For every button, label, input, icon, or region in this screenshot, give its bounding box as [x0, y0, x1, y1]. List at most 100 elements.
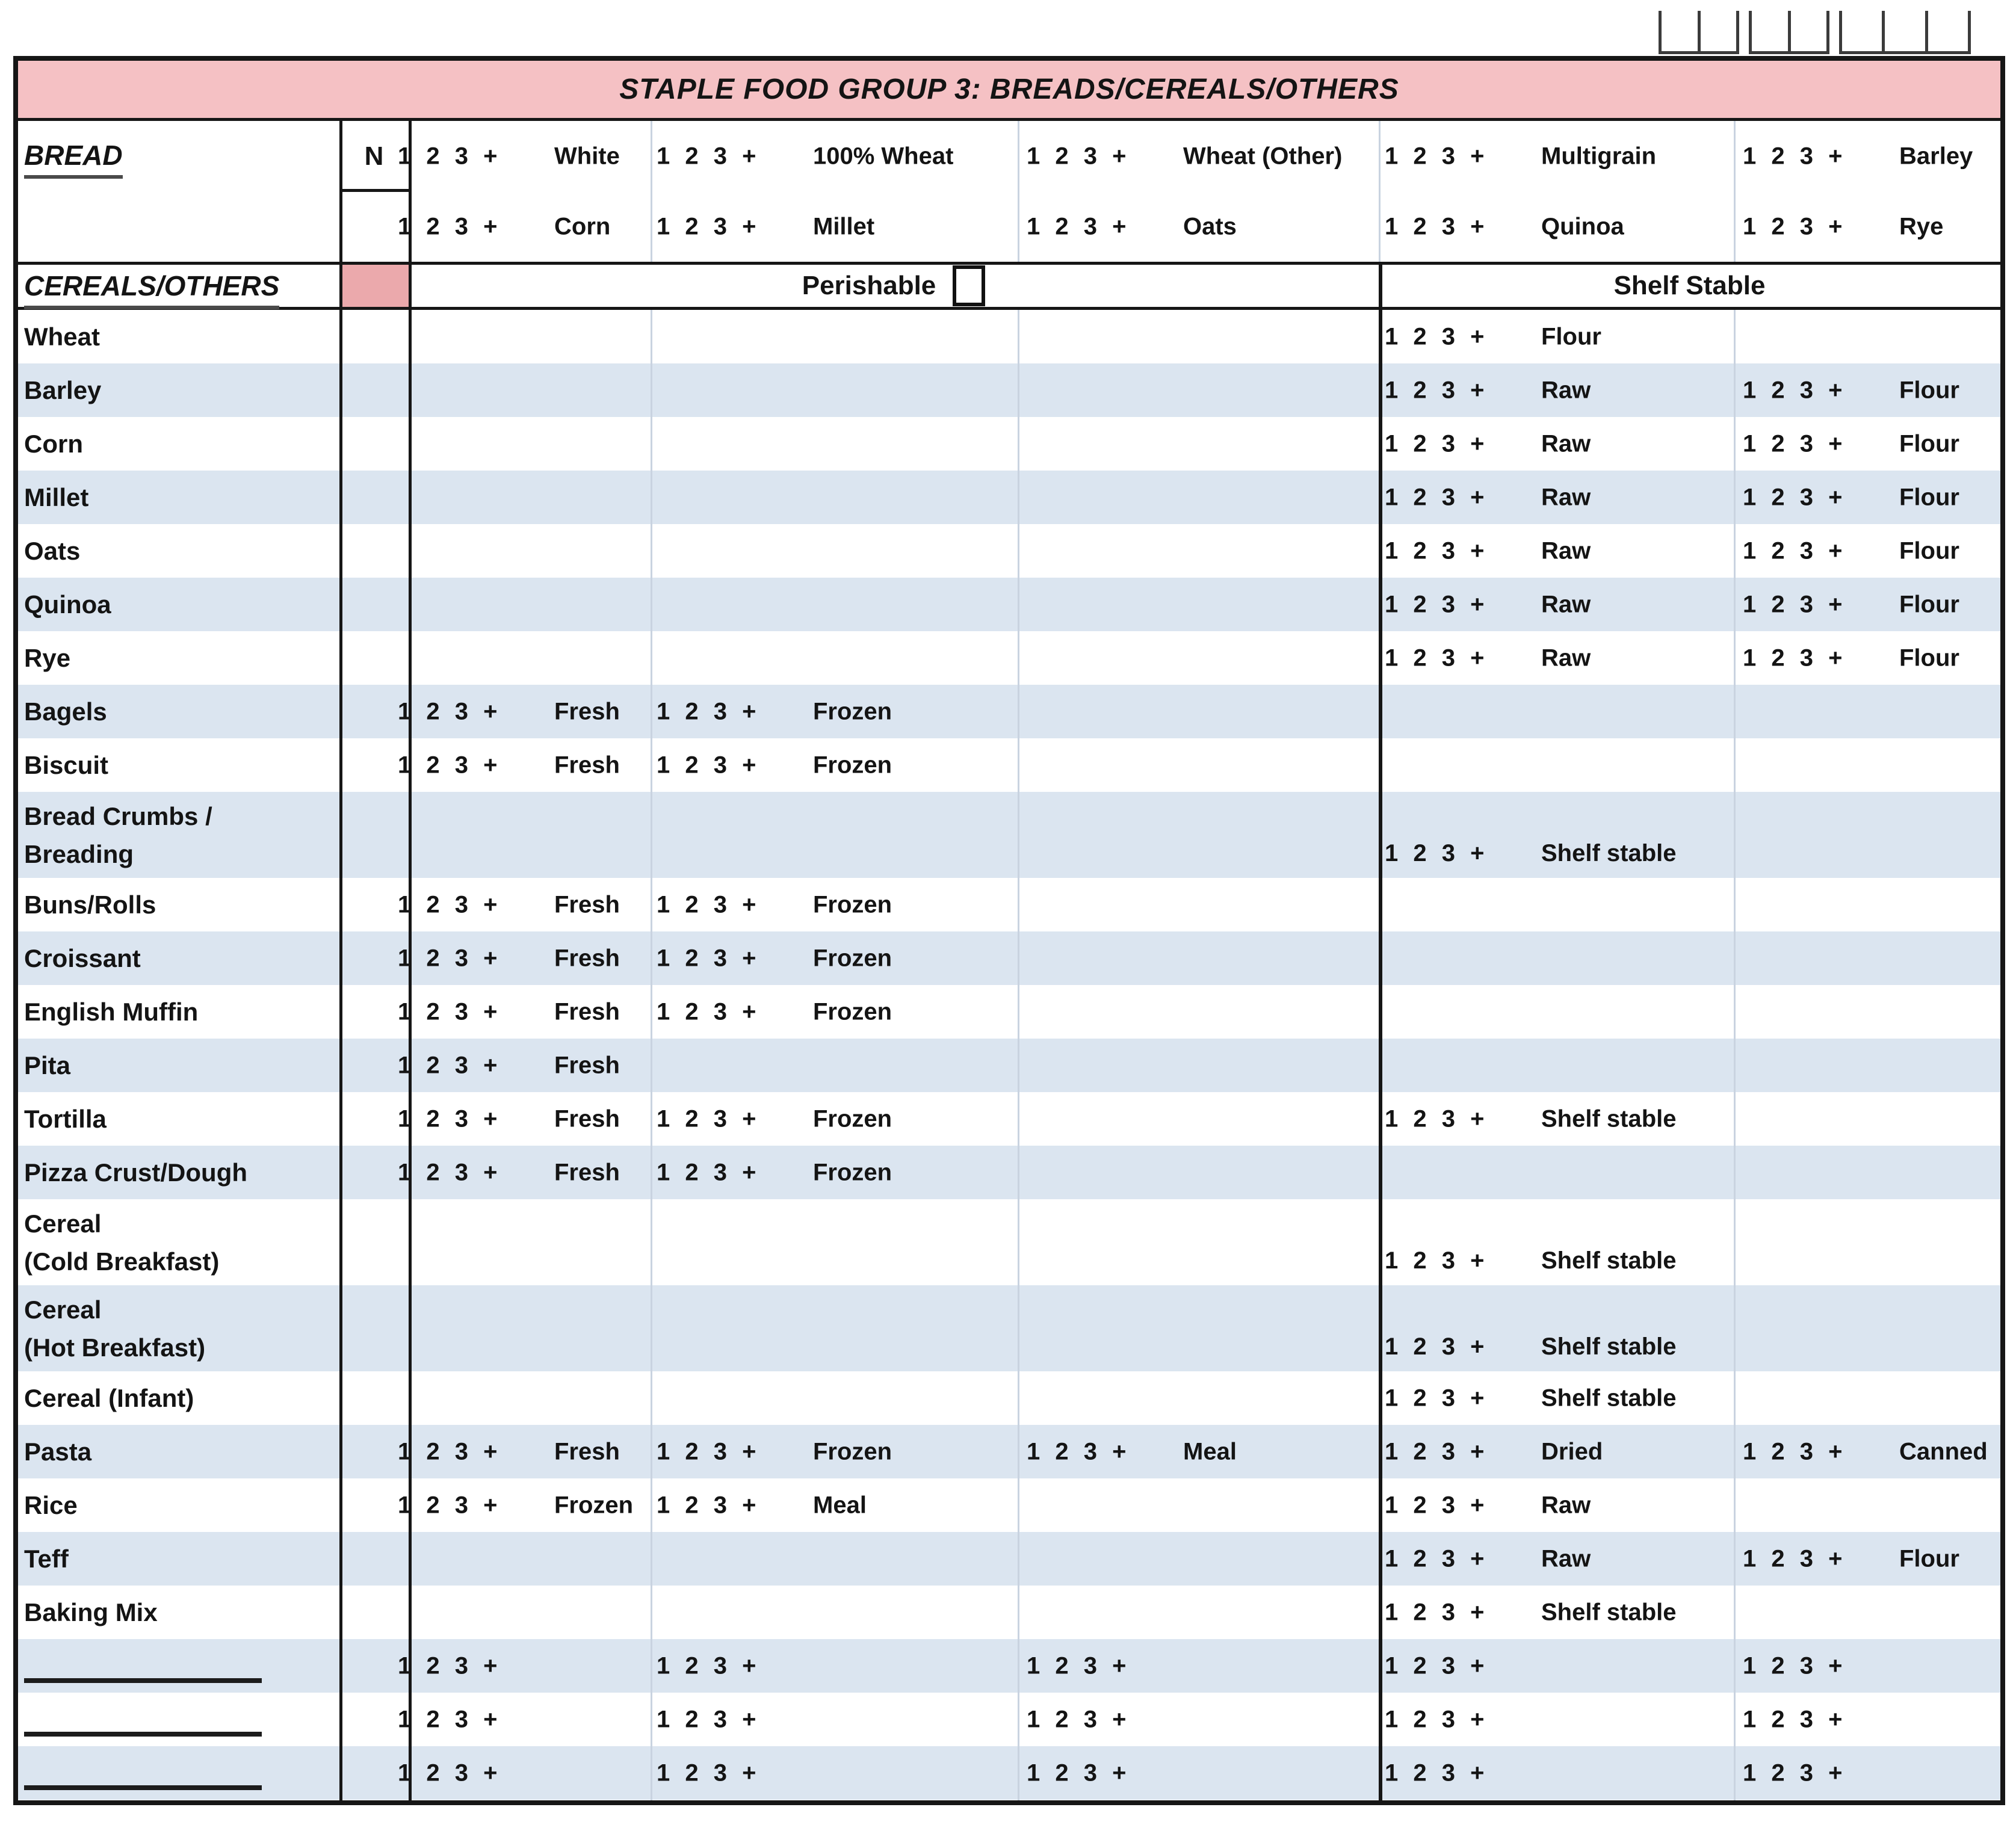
entry-label: Fresh	[554, 1105, 620, 1132]
rating-options[interactable]: 1 2 3 +	[398, 1159, 502, 1185]
rating-options[interactable]: 1 2 3 +	[657, 143, 761, 169]
rating-options[interactable]: 1 2 3 +	[1743, 213, 1847, 239]
rating-options[interactable]: 1 2 3 +	[1385, 1333, 1489, 1360]
rating-options[interactable]: 1 2 3 +	[398, 1492, 502, 1518]
digit-box-cell[interactable]	[1882, 11, 1925, 51]
rating-options[interactable]: 1 2 3 +	[657, 998, 761, 1025]
row-name: Wheat	[24, 323, 100, 351]
digit-box-cell[interactable]	[1662, 11, 1698, 51]
rating-options[interactable]: 1 2 3 +	[657, 1159, 761, 1185]
rating-options[interactable]: 1 2 3 +	[1385, 537, 1489, 564]
entry-s1: 1 2 3 + Raw	[1385, 1545, 1591, 1572]
rating-options[interactable]: 1 2 3 +	[1385, 213, 1489, 239]
blank-name-field[interactable]	[24, 1785, 262, 1790]
rating-options[interactable]: 1 2 3 +	[1385, 1105, 1489, 1132]
entry-label: Fresh	[554, 945, 620, 971]
rating-options[interactable]: 1 2 3 +	[398, 1438, 502, 1465]
rating-options[interactable]: 1 2 3 +	[1385, 591, 1489, 617]
rating-options[interactable]: 1 2 3 +	[1385, 1247, 1489, 1274]
digit-box-cell[interactable]	[1925, 11, 1968, 51]
entry-s2: 1 2 3 + Flour	[1743, 484, 1959, 511]
entry-label: Flour	[1541, 323, 1601, 350]
rating-options[interactable]: 1 2 3 +	[398, 945, 502, 971]
rating-options[interactable]: 1 2 3 +	[1743, 1759, 1847, 1786]
rating-options[interactable]: 1 2 3 +	[1027, 1652, 1131, 1679]
rating-options[interactable]: 1 2 3 +	[398, 891, 502, 918]
rating-options[interactable]: 1 2 3 +	[398, 1052, 502, 1078]
entry-p1: 1 2 3 + Fresh	[398, 891, 620, 918]
rating-options[interactable]: 1 2 3 +	[398, 1105, 502, 1132]
rating-options[interactable]: 1 2 3 +	[398, 998, 502, 1025]
rating-options[interactable]: 1 2 3 +	[1743, 484, 1847, 510]
entry-s1: 1 2 3 + Raw	[1385, 644, 1591, 672]
rating-options[interactable]: 1 2 3 +	[1027, 143, 1131, 169]
rating-options[interactable]: 1 2 3 +	[1385, 1652, 1489, 1679]
rating-options[interactable]: 1 2 3 +	[1385, 644, 1489, 671]
rating-options[interactable]: 1 2 3 +	[1743, 377, 1847, 403]
rating-options[interactable]: 1 2 3 +	[1743, 644, 1847, 671]
rating-options[interactable]: 1 2 3 +	[1385, 484, 1489, 510]
rating-options[interactable]: 1 2 3 +	[657, 213, 761, 239]
rating-options[interactable]: 1 2 3 +	[398, 1652, 502, 1679]
rating-options[interactable]: 1 2 3 +	[398, 143, 502, 169]
rating-options[interactable]: 1 2 3 +	[657, 945, 761, 971]
rating-options[interactable]: 1 2 3 +	[1385, 143, 1489, 169]
rating-options[interactable]: 1 2 3 +	[1027, 1759, 1131, 1786]
row-name	[18, 1746, 339, 1800]
rating-options[interactable]: 1 2 3 +	[1743, 430, 1847, 457]
blank-name-field[interactable]	[24, 1678, 262, 1683]
rating-options[interactable]: 1 2 3 +	[657, 1706, 761, 1732]
blank-name-field[interactable]	[24, 1732, 262, 1737]
entry-label: Shelf stable	[1541, 1105, 1677, 1132]
pink-spacer-cell	[339, 265, 409, 307]
digit-box-cell[interactable]	[1697, 11, 1737, 51]
rating-options[interactable]: 1 2 3 +	[1743, 537, 1847, 564]
rating-options[interactable]: 1 2 3 +	[1385, 840, 1489, 866]
rating-options[interactable]: 1 2 3 +	[1743, 1545, 1847, 1572]
rating-options[interactable]: 1 2 3 +	[398, 1759, 502, 1786]
rating-options[interactable]: 1 2 3 +	[657, 752, 761, 778]
rating-options[interactable]: 1 2 3 +	[1385, 1599, 1489, 1625]
rating-options[interactable]: 1 2 3 +	[1743, 1706, 1847, 1732]
rating-options[interactable]: 1 2 3 +	[657, 698, 761, 724]
rating-options[interactable]: 1 2 3 +	[1385, 1545, 1489, 1572]
rating-options[interactable]: 1 2 3 +	[1743, 591, 1847, 617]
rating-options[interactable]: 1 2 3 +	[1385, 1492, 1489, 1518]
rating-options[interactable]: 1 2 3 +	[1385, 1759, 1489, 1786]
rating-options[interactable]: 1 2 3 +	[1743, 1652, 1847, 1679]
rating-options[interactable]: 1 2 3 +	[1385, 377, 1489, 403]
rating-options[interactable]: 1 2 3 +	[1385, 323, 1489, 350]
rating-options[interactable]: 1 2 3 +	[657, 1105, 761, 1132]
rating-options[interactable]: 1 2 3 +	[1385, 430, 1489, 457]
entry-p3: 1 2 3 + Meal	[1027, 1438, 1237, 1465]
rating-options[interactable]: 1 2 3 +	[1027, 1438, 1131, 1465]
rating-options[interactable]: 1 2 3 +	[657, 1438, 761, 1465]
rating-options[interactable]: 1 2 3 +	[1027, 1706, 1131, 1732]
entry-label: Oats	[1183, 213, 1237, 239]
rating-options[interactable]: 1 2 3 +	[657, 1492, 761, 1518]
rating-options[interactable]: 1 2 3 +	[1385, 1438, 1489, 1465]
n-column-header: N	[364, 141, 384, 171]
rating-options[interactable]: 1 2 3 +	[657, 1759, 761, 1786]
digit-box-group	[1749, 11, 1829, 54]
rating-options[interactable]: 1 2 3 +	[398, 213, 502, 239]
perishable-checkbox[interactable]	[953, 265, 986, 306]
rating-options[interactable]: 1 2 3 +	[1027, 213, 1131, 239]
entry-s1: 1 2 3 +	[1385, 1652, 1541, 1679]
rating-options[interactable]: 1 2 3 +	[657, 1652, 761, 1679]
gridline	[651, 121, 652, 262]
row-name: Rye	[24, 644, 71, 672]
digit-box-cell[interactable]	[1842, 11, 1882, 51]
row-name: Cereal (Infant)	[24, 1384, 194, 1412]
digit-box-cell[interactable]	[1752, 11, 1788, 51]
rating-options[interactable]: 1 2 3 +	[398, 1706, 502, 1732]
rating-options[interactable]: 1 2 3 +	[1743, 143, 1847, 169]
entry-p1: 1 2 3 + Fresh	[398, 1105, 620, 1132]
rating-options[interactable]: 1 2 3 +	[657, 891, 761, 918]
rating-options[interactable]: 1 2 3 +	[1385, 1706, 1489, 1732]
digit-box-cell[interactable]	[1787, 11, 1827, 51]
rating-options[interactable]: 1 2 3 +	[398, 698, 502, 724]
rating-options[interactable]: 1 2 3 +	[398, 752, 502, 778]
rating-options[interactable]: 1 2 3 +	[1743, 1438, 1847, 1465]
rating-options[interactable]: 1 2 3 +	[1385, 1385, 1489, 1411]
